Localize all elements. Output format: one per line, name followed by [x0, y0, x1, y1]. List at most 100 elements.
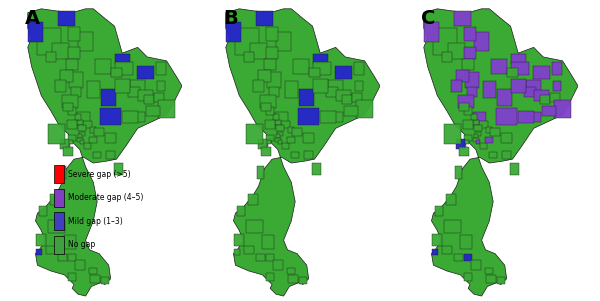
Polygon shape: [64, 235, 76, 249]
Polygon shape: [115, 54, 130, 64]
Polygon shape: [244, 246, 254, 254]
Polygon shape: [299, 277, 307, 284]
Polygon shape: [266, 273, 274, 281]
Polygon shape: [287, 268, 295, 274]
Polygon shape: [455, 139, 465, 149]
Polygon shape: [553, 81, 560, 91]
Polygon shape: [68, 47, 80, 59]
Polygon shape: [257, 70, 271, 82]
Polygon shape: [89, 268, 97, 274]
Polygon shape: [501, 133, 512, 143]
Polygon shape: [473, 138, 479, 142]
Polygon shape: [238, 206, 245, 216]
Polygon shape: [293, 59, 308, 74]
Polygon shape: [474, 126, 482, 131]
Polygon shape: [464, 135, 472, 141]
Polygon shape: [59, 166, 67, 179]
Polygon shape: [463, 120, 473, 129]
Polygon shape: [253, 80, 265, 92]
Polygon shape: [28, 22, 43, 42]
Polygon shape: [276, 134, 280, 138]
Polygon shape: [355, 81, 362, 91]
Polygon shape: [146, 106, 160, 116]
Polygon shape: [275, 120, 281, 126]
Polygon shape: [269, 87, 279, 97]
Polygon shape: [326, 87, 338, 97]
Polygon shape: [455, 166, 463, 179]
Polygon shape: [130, 80, 145, 92]
Polygon shape: [273, 260, 283, 270]
Polygon shape: [526, 112, 541, 122]
Polygon shape: [106, 151, 115, 159]
Polygon shape: [277, 132, 283, 136]
Polygon shape: [157, 81, 164, 91]
Polygon shape: [68, 27, 80, 41]
Polygon shape: [100, 108, 121, 126]
Polygon shape: [424, 9, 578, 296]
Polygon shape: [311, 163, 321, 175]
Polygon shape: [464, 254, 472, 261]
Polygon shape: [506, 68, 518, 77]
Polygon shape: [101, 89, 116, 106]
Polygon shape: [298, 108, 319, 126]
Polygon shape: [58, 254, 67, 261]
Polygon shape: [287, 137, 295, 143]
Polygon shape: [256, 11, 273, 26]
Polygon shape: [48, 220, 65, 233]
Polygon shape: [460, 147, 469, 156]
Polygon shape: [289, 127, 294, 133]
Polygon shape: [226, 22, 241, 42]
Polygon shape: [257, 139, 267, 149]
Polygon shape: [454, 254, 463, 261]
Polygon shape: [94, 152, 101, 158]
Polygon shape: [524, 87, 536, 97]
Polygon shape: [91, 275, 100, 283]
Polygon shape: [275, 112, 289, 126]
Polygon shape: [436, 206, 443, 216]
Polygon shape: [471, 114, 477, 120]
Polygon shape: [67, 144, 70, 147]
Polygon shape: [328, 112, 343, 122]
Polygon shape: [485, 268, 493, 274]
Polygon shape: [475, 132, 481, 136]
Polygon shape: [467, 87, 477, 97]
Polygon shape: [460, 235, 472, 249]
Polygon shape: [235, 249, 240, 255]
Polygon shape: [464, 47, 476, 59]
Polygon shape: [55, 80, 67, 92]
Polygon shape: [292, 128, 302, 136]
Polygon shape: [442, 246, 452, 254]
Polygon shape: [328, 80, 343, 92]
Polygon shape: [465, 73, 479, 88]
Polygon shape: [518, 111, 533, 123]
Polygon shape: [262, 103, 271, 111]
Polygon shape: [463, 140, 469, 144]
Polygon shape: [335, 66, 352, 79]
Polygon shape: [78, 126, 86, 131]
Polygon shape: [246, 220, 263, 233]
Polygon shape: [463, 59, 474, 70]
Polygon shape: [292, 152, 299, 158]
Polygon shape: [58, 11, 75, 26]
Polygon shape: [137, 66, 154, 79]
Polygon shape: [299, 89, 314, 106]
Polygon shape: [64, 103, 73, 111]
Polygon shape: [256, 254, 265, 261]
Polygon shape: [101, 277, 109, 284]
Polygon shape: [262, 147, 271, 156]
Polygon shape: [511, 62, 529, 75]
Polygon shape: [541, 95, 550, 104]
Polygon shape: [257, 166, 265, 179]
Polygon shape: [454, 11, 471, 26]
Polygon shape: [68, 273, 76, 281]
Polygon shape: [246, 125, 263, 144]
Polygon shape: [533, 66, 550, 79]
Polygon shape: [444, 125, 461, 144]
Polygon shape: [64, 147, 73, 156]
Polygon shape: [122, 111, 137, 123]
Polygon shape: [156, 62, 166, 75]
Polygon shape: [554, 100, 571, 118]
Polygon shape: [482, 81, 496, 98]
Bar: [54, 213, 64, 230]
Polygon shape: [308, 68, 320, 77]
